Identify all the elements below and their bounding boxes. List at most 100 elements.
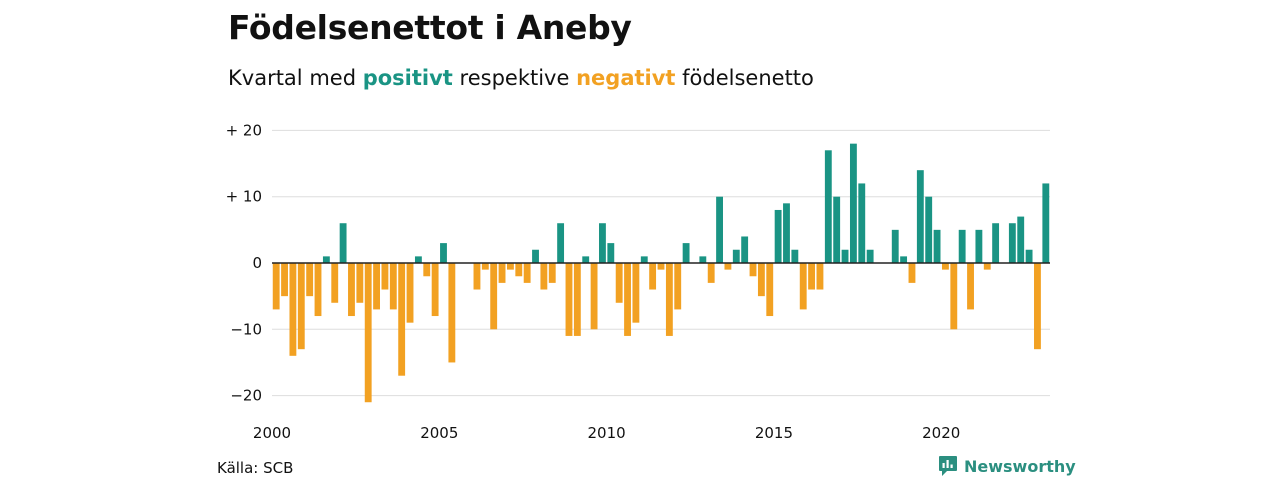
bar xyxy=(297,263,305,350)
subtitle-suffix: födelsenetto xyxy=(682,66,814,90)
source-label: Källa: SCB xyxy=(217,459,294,477)
bar xyxy=(615,263,623,303)
bar xyxy=(640,256,648,263)
bar xyxy=(866,249,874,263)
bar xyxy=(833,196,841,263)
bar xyxy=(272,263,280,310)
subtitle-middle: respektive xyxy=(459,66,570,90)
bar xyxy=(783,203,790,263)
bar xyxy=(398,263,406,376)
chart-subtitle: Kvartal med positivt respektive negativt… xyxy=(228,66,814,90)
bar xyxy=(389,263,397,310)
bar xyxy=(281,263,288,297)
bar xyxy=(649,263,657,290)
bar xyxy=(414,256,422,263)
bar xyxy=(498,263,506,283)
bar xyxy=(322,256,330,263)
bar xyxy=(515,263,523,277)
bar xyxy=(548,263,556,283)
brand: Newsworthy xyxy=(938,455,1076,477)
newsworthy-logo-icon xyxy=(939,456,957,476)
chart-title: Födelsenettot i Aneby xyxy=(228,8,632,47)
bar xyxy=(841,249,849,263)
bar xyxy=(381,263,389,290)
y-tick-label: + 10 xyxy=(226,188,262,206)
bar xyxy=(942,263,949,270)
bar xyxy=(749,263,757,277)
bar xyxy=(1034,263,1041,350)
bar xyxy=(532,249,539,263)
bar xyxy=(808,263,816,290)
bar xyxy=(289,263,297,356)
bar xyxy=(331,263,339,303)
bar xyxy=(674,263,682,310)
bar xyxy=(557,223,565,263)
bar xyxy=(891,229,899,263)
bar xyxy=(599,223,606,263)
bar xyxy=(992,223,1000,263)
bar xyxy=(506,263,514,270)
bar xyxy=(373,263,380,310)
bar xyxy=(473,263,481,290)
bar xyxy=(665,263,673,336)
x-tick-label: 2020 xyxy=(922,424,960,442)
bar xyxy=(356,263,364,303)
bar xyxy=(975,229,983,263)
bar xyxy=(540,263,548,290)
bar xyxy=(481,263,489,270)
bar xyxy=(741,236,749,263)
bar xyxy=(816,263,824,290)
brand-name: Newsworthy xyxy=(964,456,1076,476)
bar xyxy=(958,229,966,263)
x-tick-label: 2000 xyxy=(253,424,291,442)
y-tick-label: −20 xyxy=(230,387,262,405)
bar xyxy=(339,223,347,263)
bar xyxy=(431,263,439,317)
bar xyxy=(657,263,665,270)
bar xyxy=(573,263,581,336)
bar xyxy=(824,150,832,263)
bar xyxy=(1025,249,1033,263)
bar xyxy=(983,263,991,270)
bar xyxy=(423,263,431,277)
bar xyxy=(624,263,631,336)
subtitle-positive-label: positivt xyxy=(362,66,453,90)
bar xyxy=(766,263,774,317)
bar xyxy=(900,256,908,263)
x-tick-label: 2015 xyxy=(755,424,793,442)
y-tick-label: + 20 xyxy=(226,121,262,139)
bar xyxy=(925,196,933,263)
bar xyxy=(799,263,807,310)
bar xyxy=(774,209,782,263)
bar xyxy=(565,263,573,336)
bar xyxy=(716,196,723,263)
subtitle-negative-label: negativt xyxy=(576,66,676,90)
bar xyxy=(1008,223,1016,263)
bar xyxy=(682,243,690,263)
bar xyxy=(364,263,372,403)
bar xyxy=(757,263,765,297)
bar xyxy=(1042,183,1050,263)
bar xyxy=(582,256,590,263)
bar xyxy=(306,263,314,297)
bar xyxy=(791,249,799,263)
bar xyxy=(590,263,598,330)
bar xyxy=(607,243,615,263)
subtitle-prefix: Kvartal med xyxy=(228,66,357,90)
x-tick-label: 2005 xyxy=(420,424,458,442)
bar xyxy=(908,263,916,283)
bar xyxy=(348,263,355,317)
bar xyxy=(858,183,866,263)
bar xyxy=(490,263,498,330)
bar xyxy=(632,263,640,323)
bar xyxy=(950,263,958,330)
bar xyxy=(933,229,941,263)
bar xyxy=(440,243,447,263)
bar xyxy=(732,249,740,263)
x-tick-label: 2010 xyxy=(588,424,626,442)
y-tick-label: −10 xyxy=(230,320,262,338)
bar xyxy=(523,263,531,283)
y-tick-label: 0 xyxy=(252,254,262,272)
bar xyxy=(1017,216,1025,263)
